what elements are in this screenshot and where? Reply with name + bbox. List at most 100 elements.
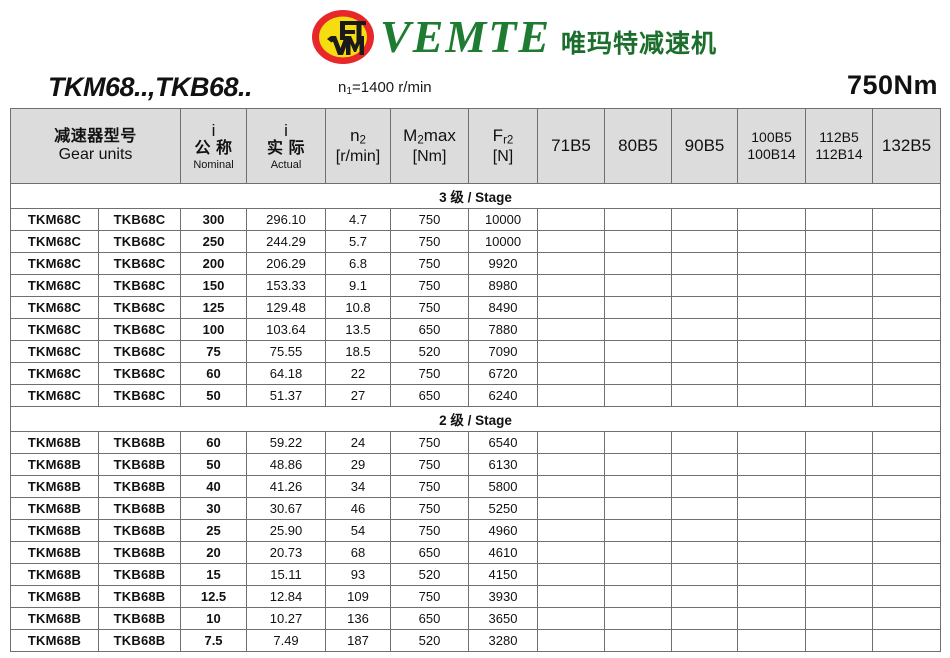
cell-i-actual: 129.48 — [246, 296, 327, 319]
cell-i-actual: 59.22 — [246, 431, 327, 454]
cell-flange-90b5 — [671, 453, 739, 476]
cell-fr2: 10000 — [468, 208, 539, 231]
table-row: TKM68B TKB68B 40 41.26 34 750 5800 — [10, 475, 942, 498]
cell-flange-132b5 — [872, 519, 942, 542]
table-header-row: 减速器型号 Gear units i 公 称 Nominal i 实 际 Act… — [9, 108, 942, 184]
input-speed-subscript: 1 — [346, 86, 353, 98]
cell-i-nominal: 15 — [180, 563, 248, 586]
gear-unit-spec-table: 减速器型号 Gear units i 公 称 Nominal i 实 际 Act… — [9, 108, 942, 652]
cell-flange-112b5 — [805, 585, 874, 608]
cell-flange-100b5 — [737, 497, 807, 520]
col-header-fr2-symbol: F — [492, 125, 504, 145]
col-header-fr2-subscript: r2 — [503, 134, 514, 147]
cell-i-actual: 206.29 — [246, 252, 327, 275]
cell-flange-80b5 — [604, 318, 673, 341]
cell-flange-90b5 — [671, 541, 739, 564]
cell-flange-80b5 — [604, 497, 673, 520]
cell-flange-132b5 — [872, 431, 942, 454]
cell-tkm-model: TKM68C — [10, 252, 99, 275]
cell-n2: 27 — [325, 384, 392, 407]
cell-flange-71b5 — [537, 607, 606, 630]
cell-n2: 54 — [325, 519, 392, 542]
cell-flange-80b5 — [604, 296, 673, 319]
cell-flange-90b5 — [671, 296, 739, 319]
cell-flange-71b5 — [537, 318, 606, 341]
table-row: TKM68B TKB68B 30 30.67 46 750 5250 — [10, 497, 942, 520]
cell-m2max: 750 — [390, 475, 470, 498]
page-header: VEMTE 唯玛特减速机 TKM68..,TKB68.. n1=1400 r/m… — [0, 0, 950, 108]
cell-flange-100b5 — [737, 230, 807, 253]
cell-tkm-model: TKM68B — [10, 607, 99, 630]
cell-n2: 24 — [325, 431, 392, 454]
cell-tkm-model: TKM68B — [10, 519, 99, 542]
cell-flange-71b5 — [537, 475, 606, 498]
cell-i-actual: 30.67 — [246, 497, 327, 520]
col-header-90b5-label: 90B5 — [684, 136, 725, 156]
cell-flange-132b5 — [872, 274, 942, 297]
cell-i-actual: 20.73 — [246, 541, 327, 564]
table-row: TKM68B TKB68B 60 59.22 24 750 6540 — [10, 431, 942, 454]
cell-flange-112b5 — [805, 252, 874, 275]
cell-i-nominal: 25 — [180, 519, 248, 542]
cell-flange-112b5 — [805, 384, 874, 407]
page-title: TKM68..,TKB68.. — [48, 72, 253, 102]
cell-flange-112b5 — [805, 629, 874, 652]
table-row: TKM68B TKB68B 12.5 12.84 109 750 3930 — [10, 585, 942, 608]
col-header-71b5-label: 71B5 — [551, 136, 591, 156]
cell-m2max: 520 — [390, 563, 470, 586]
table-row: TKM68C TKB68C 125 129.48 10.8 750 8490 — [10, 296, 942, 319]
cell-flange-132b5 — [872, 340, 942, 363]
brand-name-cn: 唯玛特减速机 — [561, 30, 718, 58]
cell-i-actual: 10.27 — [246, 607, 327, 630]
cell-m2max: 750 — [390, 362, 470, 385]
col-header-m2max-unit: [Nm] — [412, 147, 447, 165]
table-row: TKM68C TKB68C 60 64.18 22 750 6720 — [10, 362, 942, 385]
cell-tkm-model: TKM68B — [10, 475, 99, 498]
cell-m2max: 750 — [390, 252, 470, 275]
col-header-i-nominal-cn: 公 称 — [194, 140, 233, 158]
table-row: TKM68C TKB68C 200 206.29 6.8 750 9920 — [10, 252, 942, 275]
input-speed-value: =1400 r/min — [352, 79, 432, 96]
cell-i-actual: 153.33 — [246, 274, 327, 297]
cell-flange-132b5 — [872, 629, 942, 652]
cell-flange-100b5 — [737, 475, 807, 498]
cell-flange-71b5 — [537, 629, 606, 652]
cell-flange-100b5 — [737, 362, 807, 385]
cell-n2: 109 — [325, 585, 392, 608]
cell-flange-112b5 — [805, 208, 874, 231]
col-header-i-nominal-symbol: i — [211, 120, 216, 140]
cell-fr2: 4150 — [468, 563, 539, 586]
cell-flange-112b5 — [805, 431, 874, 454]
cell-tkm-model: TKM68B — [10, 629, 99, 652]
cell-flange-100b5 — [737, 431, 807, 454]
col-header-fr2: Fr2 [N] — [468, 108, 539, 184]
cell-flange-112b5 — [805, 607, 874, 630]
col-header-i-nominal-en: Nominal — [193, 158, 234, 171]
cell-flange-80b5 — [604, 541, 673, 564]
cell-i-nominal: 50 — [180, 384, 248, 407]
cell-tkb-model: TKB68B — [97, 585, 182, 608]
cell-i-actual: 244.29 — [246, 230, 327, 253]
table-row: TKM68C TKB68C 100 103.64 13.5 650 7880 — [10, 318, 942, 341]
cell-flange-132b5 — [872, 296, 942, 319]
table-row: TKM68C TKB68C 50 51.37 27 650 6240 — [10, 384, 942, 407]
cell-i-nominal: 60 — [180, 431, 248, 454]
table-row: TKM68B TKB68B 15 15.11 93 520 4150 — [10, 563, 942, 586]
cell-n2: 10.8 — [325, 296, 392, 319]
cell-m2max: 520 — [390, 340, 470, 363]
cell-flange-132b5 — [872, 563, 942, 586]
input-speed-label: n1=1400 r/min — [338, 79, 432, 97]
col-header-112b5: 112B5 112B14 — [805, 108, 874, 184]
cell-flange-80b5 — [604, 384, 673, 407]
col-header-n2-symbol: n — [350, 125, 360, 145]
cell-fr2: 6720 — [468, 362, 539, 385]
brand-name: VEMTE — [380, 11, 552, 62]
cell-tkb-model: TKB68C — [97, 296, 182, 319]
cell-m2max: 750 — [390, 296, 470, 319]
col-header-n2: n2 [r/min] — [325, 108, 392, 184]
input-speed-symbol: n — [338, 79, 347, 96]
cell-flange-80b5 — [604, 519, 673, 542]
table-row: TKM68B TKB68B 50 48.86 29 750 6130 — [10, 453, 942, 476]
cell-fr2: 5250 — [468, 497, 539, 520]
cell-m2max: 750 — [390, 431, 470, 454]
